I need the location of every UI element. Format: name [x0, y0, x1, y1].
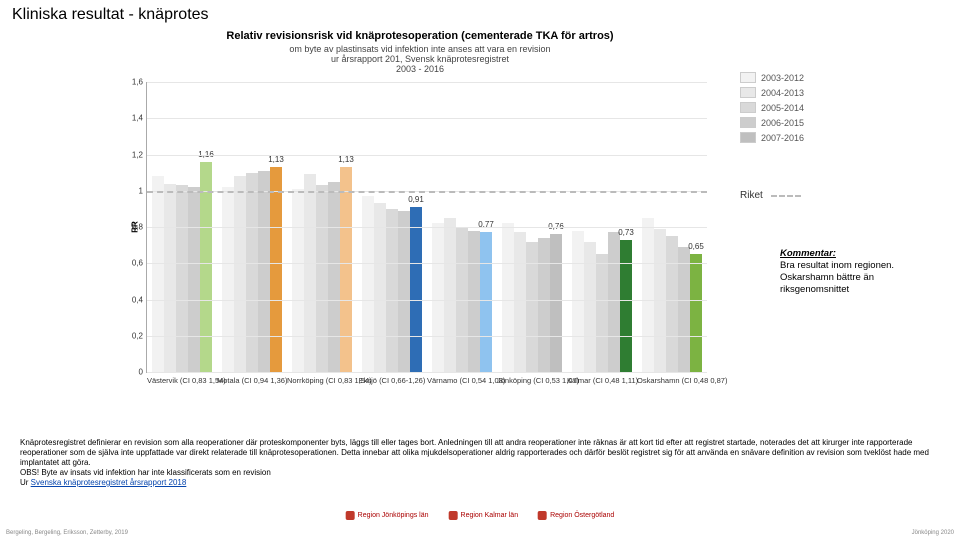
page-title: Kliniska resultat - knäprotes — [12, 6, 209, 24]
x-tick-label: Västervik (CI 0,83 1,54) — [147, 376, 217, 385]
bar — [328, 182, 340, 372]
comment-line: Oskarshamn bättre än riksgenomsnittet — [780, 272, 874, 295]
bar-label: 1,13 — [268, 155, 284, 164]
legend-swatch — [740, 132, 756, 143]
bar — [316, 185, 328, 372]
bar — [550, 234, 562, 372]
bar-label: 0,91 — [408, 195, 424, 204]
bar — [340, 167, 352, 372]
plot-area: RR 1,16Västervik (CI 0,83 1,54)1,13Motal… — [146, 82, 707, 373]
x-tick-label: Värnamo (CI 0,54 1,08) — [427, 376, 497, 385]
refline-legend: Riket — [740, 190, 801, 201]
bar — [596, 254, 608, 372]
legend-swatch — [740, 117, 756, 128]
bar-label: 1,13 — [338, 155, 354, 164]
legend-label: 2004-2013 — [761, 88, 804, 98]
bar — [362, 196, 374, 372]
legend: 2003-2012 2004-2013 2005-2014 2006-2015 2007… — [740, 72, 804, 147]
bar — [620, 240, 632, 372]
bar — [374, 203, 386, 372]
bar — [410, 207, 422, 372]
x-tick-label: Motala (CI 0,94 1,36) — [217, 376, 287, 385]
chart: Relativ revisionsrisk vid knäprotesopera… — [120, 30, 720, 410]
reference-line — [147, 191, 707, 193]
legend-label: 2007-2016 — [761, 133, 804, 143]
bar-label: 0,77 — [478, 220, 494, 229]
legend-item: 2006-2015 — [740, 117, 804, 128]
bar-label: 0,65 — [688, 242, 704, 251]
legend-swatch — [740, 87, 756, 98]
bar — [538, 238, 550, 372]
bar — [386, 209, 398, 372]
x-tick-label: Jönköping (CI 0,53 1,07) — [497, 376, 567, 385]
bar — [164, 184, 176, 373]
chart-subtitle: om byte av plastinsats vid infektion int… — [120, 44, 720, 74]
logo: Region Jönköpings län — [346, 511, 429, 520]
bar — [666, 236, 678, 372]
y-tick: 0 — [123, 368, 143, 377]
chart-title: Relativ revisionsrisk vid knäprotesopera… — [120, 30, 720, 42]
comment-line: Bra resultat inom regionen. — [780, 260, 894, 271]
bar — [690, 254, 702, 372]
y-tick: 0,8 — [123, 223, 143, 232]
bar — [468, 231, 480, 372]
legend-label: 2003-2012 — [761, 73, 804, 83]
logo-row: Region Jönköpings län Region Kalmar län … — [346, 511, 615, 520]
x-tick-label: Kalmar (CI 0,48 1,11) — [567, 376, 637, 385]
bar — [444, 218, 456, 372]
legend-item: 2004-2013 — [740, 87, 804, 98]
logo: Region Kalmar län — [449, 511, 519, 520]
bar — [234, 176, 246, 372]
bar — [514, 232, 526, 372]
legend-swatch — [740, 72, 756, 83]
y-tick: 1,6 — [123, 78, 143, 87]
bar — [572, 231, 584, 372]
legend-label: 2005-2014 — [761, 103, 804, 113]
bar — [304, 174, 316, 372]
dash-icon — [771, 195, 801, 197]
logo: Region Östergötland — [538, 511, 614, 520]
y-tick: 0,2 — [123, 331, 143, 340]
bar — [526, 242, 538, 373]
bar — [270, 167, 282, 372]
source-link[interactable]: Svenska knäprotesregistret årsrapport 20… — [31, 478, 187, 487]
bar — [222, 187, 234, 372]
y-tick: 1 — [123, 186, 143, 195]
footnote: Knäprotesregistret definierar en revisio… — [20, 438, 940, 488]
bar — [432, 223, 444, 372]
x-tick-label: Oskarshamn (CI 0,48 0,87) — [637, 376, 707, 385]
bar — [258, 171, 270, 372]
footer-left: Bergeling, Bergeling, Eriksson, Zetterby… — [6, 530, 128, 536]
y-tick: 0,4 — [123, 295, 143, 304]
x-tick-label: Eksjö (CI 0,66-1,26) — [357, 376, 427, 385]
bar — [188, 187, 200, 372]
bar — [200, 162, 212, 372]
bar — [608, 232, 620, 372]
legend-label: 2006-2015 — [761, 118, 804, 128]
bar — [480, 232, 492, 372]
comment-heading: Kommentar: — [780, 248, 836, 259]
bar — [502, 223, 514, 372]
y-tick: 0,6 — [123, 259, 143, 268]
bar — [246, 173, 258, 372]
legend-item: 2005-2014 — [740, 102, 804, 113]
bar-label: 0,73 — [618, 228, 634, 237]
legend-item: 2003-2012 — [740, 72, 804, 83]
footer-right: Jönköping 2020 — [912, 530, 954, 536]
bar — [678, 247, 690, 372]
y-tick: 1,2 — [123, 150, 143, 159]
legend-item: 2007-2016 — [740, 132, 804, 143]
slide: Kliniska resultat - knäprotes Relativ re… — [0, 0, 960, 540]
bar — [642, 218, 654, 372]
bar — [176, 185, 188, 372]
y-tick: 1,4 — [123, 114, 143, 123]
x-tick-label: Norrköping (CI 0,83 1,54) — [287, 376, 357, 385]
legend-swatch — [740, 102, 756, 113]
bar — [398, 211, 410, 372]
comment-box: Kommentar: Bra resultat inom regionen. O… — [780, 248, 940, 296]
bar — [292, 189, 304, 372]
bar — [152, 176, 164, 372]
bar — [584, 242, 596, 373]
